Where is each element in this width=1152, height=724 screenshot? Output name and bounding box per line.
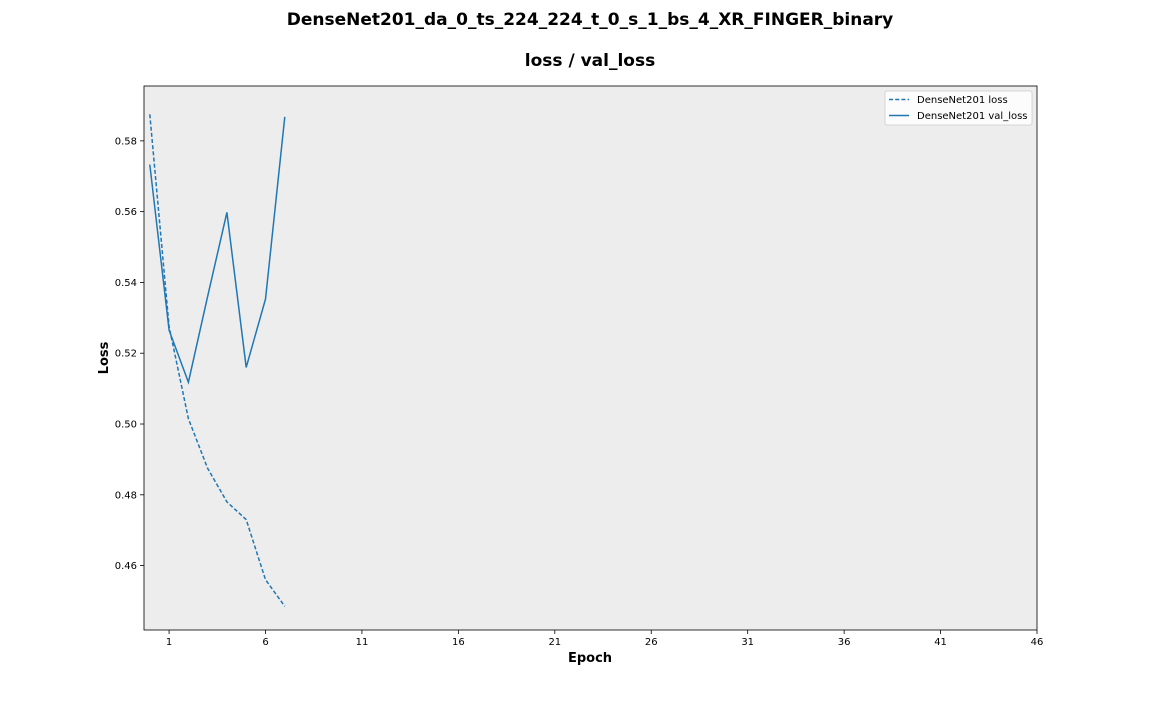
x-tick-label: 41 bbox=[934, 637, 947, 648]
x-axis-ticks: 1 6 11 16 21 26 31 36 41 46 bbox=[166, 630, 1043, 648]
legend: DenseNet201 loss DenseNet201 val_loss bbox=[884, 90, 1033, 126]
x-tick-label: 31 bbox=[741, 637, 754, 648]
y-axis-label: Loss bbox=[97, 341, 112, 374]
y-tick-label: 0.56 bbox=[115, 207, 137, 218]
series-lines bbox=[149, 114, 286, 607]
y-tick-label: 0.54 bbox=[115, 278, 137, 289]
legend-label-loss: DenseNet201 loss bbox=[917, 95, 1008, 106]
y-tick-label: 0.50 bbox=[115, 420, 137, 431]
x-tick-label: 16 bbox=[452, 637, 465, 648]
x-tick-label: 36 bbox=[838, 637, 851, 648]
legend-label-val-loss: DenseNet201 val_loss bbox=[917, 111, 1028, 122]
y-tick-label: 0.58 bbox=[115, 136, 137, 147]
legend-box bbox=[884, 90, 1033, 126]
x-tick-label: 6 bbox=[262, 637, 268, 648]
x-tick-label: 11 bbox=[356, 637, 369, 648]
x-tick-label: 21 bbox=[548, 637, 561, 648]
series-line-loss bbox=[149, 114, 286, 607]
y-axis-ticks: 0.46 0.48 0.50 0.52 0.54 0.56 0.58 bbox=[115, 136, 144, 572]
chart-title: loss / val_loss bbox=[525, 51, 655, 71]
y-tick-label: 0.46 bbox=[115, 561, 137, 572]
x-axis-label: Epoch bbox=[568, 651, 612, 666]
x-tick-label: 46 bbox=[1031, 637, 1044, 648]
x-tick-label: 1 bbox=[166, 637, 172, 648]
x-tick-label: 26 bbox=[645, 637, 658, 648]
y-tick-label: 0.48 bbox=[115, 490, 137, 501]
plot-area bbox=[143, 85, 1038, 631]
y-tick-label: 0.52 bbox=[115, 349, 137, 360]
series-line-val-loss bbox=[149, 116, 286, 385]
figure-suptitle: DenseNet201_da_0_ts_224_224_t_0_s_1_bs_4… bbox=[287, 10, 894, 30]
